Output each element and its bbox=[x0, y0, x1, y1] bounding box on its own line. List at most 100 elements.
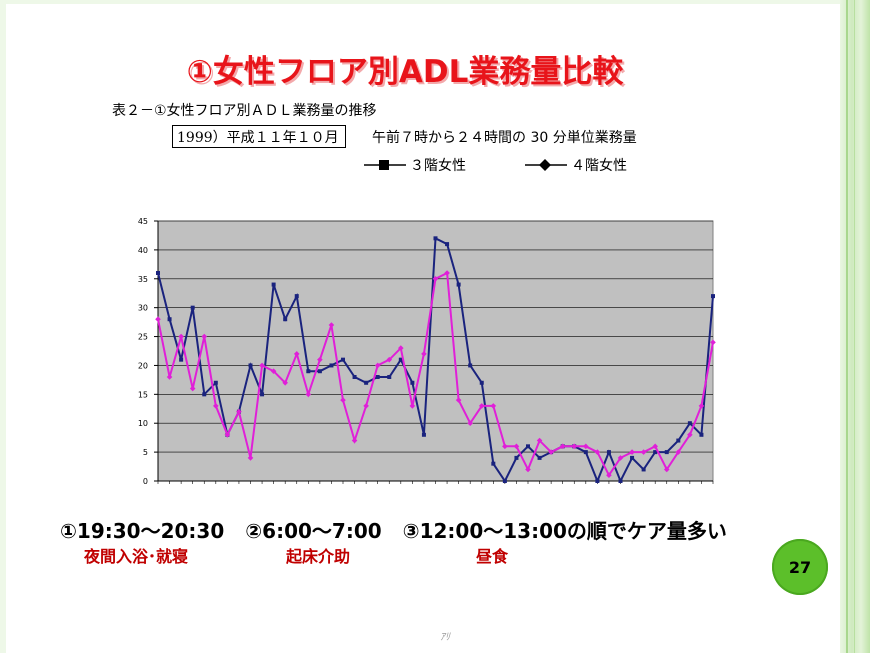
series-2-point-20 bbox=[374, 362, 381, 369]
series-2-point-3 bbox=[178, 333, 184, 340]
series-2-point-30 bbox=[490, 403, 497, 409]
slide-title: ①女性フロア別ADL業務量比較 bbox=[186, 54, 624, 90]
series-1-point-18 bbox=[352, 375, 357, 379]
y-tick-label-35: 35 bbox=[138, 275, 148, 284]
series-2-point-38 bbox=[583, 443, 589, 450]
series-1-point-43 bbox=[641, 467, 646, 472]
adl-workload-line-chart: 0 5 10 15 20 25 30 35 40 45 bbox=[138, 217, 716, 486]
series-2-point-1 bbox=[155, 316, 161, 323]
series-2-point-5 bbox=[201, 333, 208, 340]
series-1-point-28 bbox=[468, 363, 473, 368]
series-2-point-21 bbox=[386, 356, 393, 363]
series-2-point-18 bbox=[351, 437, 358, 444]
y-tick-label-40: 40 bbox=[138, 246, 148, 255]
sub-label-wakeup-assist: 起床介助 bbox=[286, 547, 351, 566]
plot-area bbox=[157, 220, 714, 482]
series-1-point-29 bbox=[479, 380, 484, 385]
series-2-point-45 bbox=[663, 466, 670, 473]
series-1-point-20 bbox=[375, 375, 380, 379]
series-2-point-29 bbox=[478, 403, 485, 409]
series-2-point-49 bbox=[710, 339, 716, 346]
series-2-point-24 bbox=[421, 351, 427, 357]
series-1-point-21 bbox=[387, 375, 392, 379]
page-number-badge: 27 bbox=[772, 539, 828, 595]
summary-line: ①19:30～20:30 ②6:00～7:00 ③12:00～13:00の順でケ… bbox=[60, 515, 741, 544]
series-2-point-32 bbox=[513, 443, 520, 450]
series-1-point-31 bbox=[502, 479, 507, 483]
series-2-point-39 bbox=[594, 449, 601, 455]
sub-label-lunch: 昼食 bbox=[476, 547, 509, 566]
series-2-point-47 bbox=[687, 431, 693, 438]
series-1-point-41 bbox=[618, 479, 623, 483]
slide-frame-top bbox=[0, 0, 840, 4]
series-1-point-19 bbox=[364, 380, 369, 385]
series-2-point-11 bbox=[270, 368, 277, 375]
legend-label-floor3: ３階女性 bbox=[410, 158, 466, 174]
series-2-point-9 bbox=[247, 455, 254, 461]
series-1-point-25 bbox=[433, 236, 438, 241]
series-1-point-40 bbox=[606, 450, 611, 455]
series-2-point-34 bbox=[536, 437, 543, 444]
series-1-point-17 bbox=[341, 357, 345, 362]
table-subtitle: 表２－①女性フロア別ＡＤＬ業務量の推移 bbox=[112, 103, 377, 119]
series-2-point-2 bbox=[166, 374, 173, 380]
series-1-point-15 bbox=[317, 369, 322, 374]
series-1-point-23 bbox=[410, 380, 415, 385]
series-2-point-4 bbox=[189, 385, 196, 392]
series-2-point-22 bbox=[398, 345, 404, 351]
series-1-point-49 bbox=[711, 294, 715, 299]
legend-label-floor4: ４階女性 bbox=[571, 158, 627, 174]
series-1-point-5 bbox=[202, 392, 207, 397]
series-1-point-13 bbox=[294, 294, 299, 299]
summary-item-3: ③12:00～13:00の順でケア量多い bbox=[402, 519, 727, 543]
series-2-point-37 bbox=[571, 443, 578, 450]
series-1-point-24 bbox=[421, 432, 426, 437]
series-1-point-16 bbox=[329, 363, 334, 368]
series-1-point-45 bbox=[664, 450, 669, 455]
y-tick-label-15: 15 bbox=[138, 390, 148, 399]
series-2-point-8 bbox=[236, 408, 242, 415]
series-2-point-48 bbox=[698, 403, 705, 409]
series-2-point-28 bbox=[467, 420, 473, 427]
series-1-point-26 bbox=[445, 242, 450, 247]
y-tick-label-25: 25 bbox=[138, 333, 148, 342]
series-1-point-10 bbox=[260, 392, 265, 397]
series-1-point-44 bbox=[653, 450, 658, 455]
series-2-point-7 bbox=[224, 431, 231, 438]
series-2-point-15 bbox=[317, 356, 323, 363]
series-2-point-46 bbox=[675, 449, 682, 455]
series-1-point-6 bbox=[213, 380, 218, 385]
summary-item-1: ①19:30～20:30 bbox=[60, 519, 225, 543]
series-2-point-27 bbox=[455, 397, 462, 403]
series-1-point-48 bbox=[699, 432, 704, 437]
footer-mark: ｱﾘ bbox=[440, 632, 450, 643]
series-1-point-32 bbox=[514, 455, 519, 460]
series-1-point-4 bbox=[190, 305, 195, 310]
series-2-point-19 bbox=[363, 403, 369, 409]
y-tick-label-45: 45 bbox=[138, 217, 148, 226]
series-2-point-17 bbox=[340, 397, 346, 403]
series-2-point-36 bbox=[559, 443, 566, 450]
series-1-point-27 bbox=[456, 282, 461, 287]
series-1-point-47 bbox=[687, 421, 692, 426]
sub-label-bathing-bedtime: 夜間入浴･就寝 bbox=[84, 547, 189, 566]
series-2-point-44 bbox=[652, 443, 658, 450]
series-2-point-23 bbox=[409, 403, 416, 409]
y-tick-label-10: 10 bbox=[138, 419, 148, 428]
series-2-point-14 bbox=[305, 391, 312, 398]
series-1-point-33 bbox=[526, 444, 530, 449]
slide-frame-left bbox=[0, 0, 6, 653]
series-2-point-35 bbox=[548, 449, 554, 455]
series-2-point-42 bbox=[629, 449, 635, 455]
series-1-point-30 bbox=[491, 461, 496, 466]
legend-item-floor3: ３階女性 bbox=[362, 155, 466, 175]
summary-item-2: ②6:00～7:00 bbox=[245, 519, 382, 543]
series-1-point-46 bbox=[676, 438, 681, 443]
y-tick-label-0: 0 bbox=[143, 477, 148, 486]
series-1-point-3 bbox=[179, 357, 184, 362]
period-note: 午前７時から２４時間の 30 分単位業務量 bbox=[372, 130, 637, 146]
series-2-point-41 bbox=[617, 455, 624, 461]
y-tick-label-20: 20 bbox=[138, 361, 148, 370]
series-1-point-38 bbox=[583, 450, 588, 455]
series-2-point-10 bbox=[259, 362, 265, 369]
